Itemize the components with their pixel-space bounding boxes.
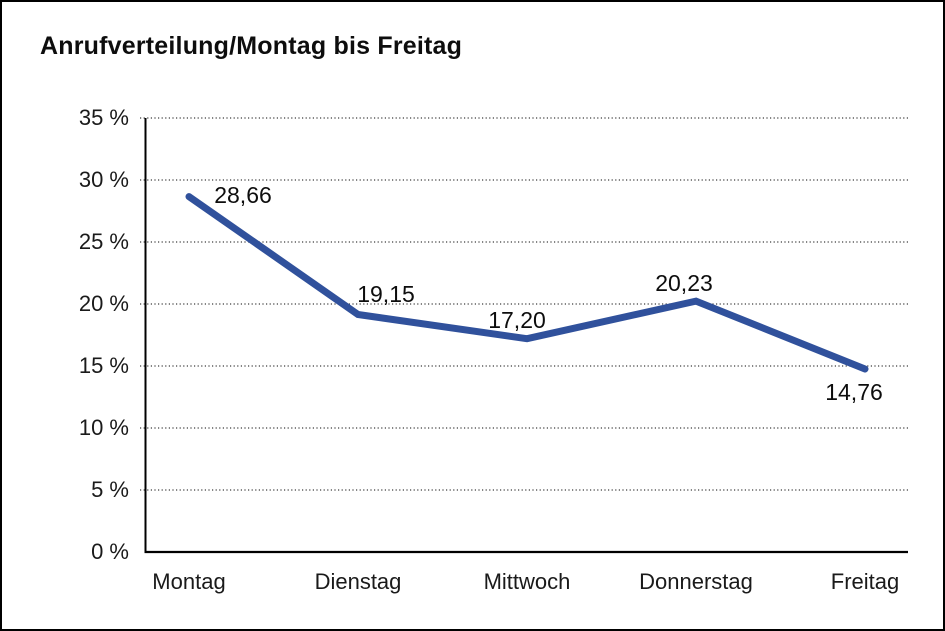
- data-value-label: 14,76: [825, 378, 883, 405]
- x-axis-category-label: Montag: [152, 569, 226, 594]
- y-axis-tick-label: 0 %: [91, 539, 129, 564]
- y-axis-tick-label: 5 %: [91, 477, 129, 502]
- x-axis-category-label: Donnerstag: [639, 569, 753, 594]
- data-value-label: 17,20: [488, 306, 546, 333]
- y-axis-tick-label: 35 %: [78, 105, 129, 130]
- data-value-label: 20,23: [655, 270, 713, 297]
- data-value-label: 28,66: [214, 181, 272, 208]
- chart-title: Anrufverteilung/Montag bis Freitag: [40, 32, 463, 60]
- data-value-label: 19,15: [357, 280, 415, 307]
- y-axis-tick-label: 20 %: [78, 291, 129, 316]
- data-series-line: [185, 193, 869, 373]
- y-axis-tick-label: 15 %: [78, 353, 129, 378]
- y-axis-tick-label: 30 %: [78, 167, 129, 192]
- x-axis-category-label: Freitag: [830, 569, 900, 594]
- x-axis-category-label: Mittwoch: [483, 569, 571, 594]
- y-axis-tick-label: 10 %: [78, 415, 129, 440]
- y-axis-tick-label: 25 %: [78, 229, 129, 254]
- x-axis-category-label: Dienstag: [314, 569, 402, 594]
